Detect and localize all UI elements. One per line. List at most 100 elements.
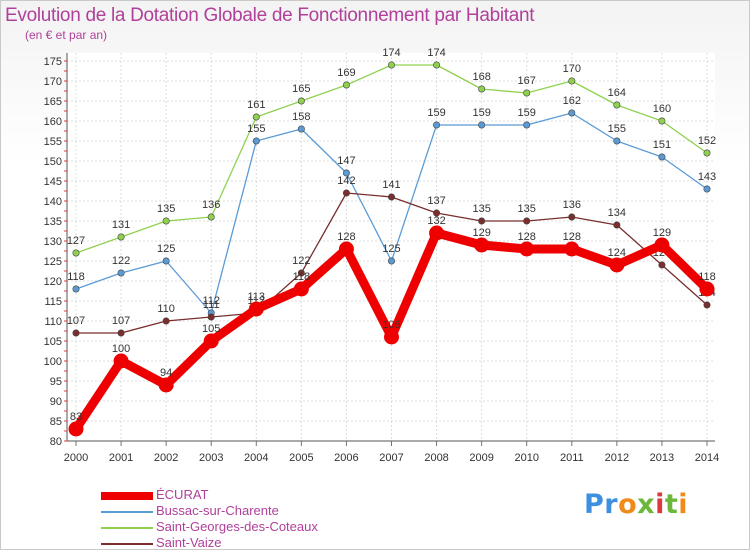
data-label-bussac: 159 (427, 107, 445, 119)
point-saint_georges (252, 113, 260, 121)
y-tick-label: 135 (44, 216, 62, 228)
legend-swatch-saint-georges (101, 527, 153, 529)
data-label-saint_vaize: 137 (427, 195, 445, 207)
x-tick-label: 2009 (469, 452, 493, 464)
data-label-ecurat: 105 (202, 323, 220, 335)
data-label-bussac: 122 (112, 255, 130, 267)
data-label-ecurat: 113 (248, 291, 266, 303)
y-tick-label: 145 (44, 176, 62, 188)
data-label-bussac: 159 (472, 107, 490, 119)
chart-subtitle: (en € et par an) (25, 28, 108, 42)
data-label-saint_georges: 174 (382, 47, 400, 59)
data-label-bussac: 125 (157, 243, 175, 255)
data-label-ecurat: 106 (382, 319, 400, 331)
point-saint_vaize (703, 301, 711, 309)
point-saint_vaize (478, 217, 486, 225)
point-saint_georges (342, 81, 350, 89)
point-bussac (478, 121, 486, 129)
data-label-ecurat: 124 (608, 247, 626, 259)
point-saint_georges (613, 101, 621, 109)
data-label-bussac: 162 (563, 95, 581, 107)
point-bussac (568, 109, 576, 117)
point-bussac (162, 257, 170, 265)
y-tick-label: 80 (50, 436, 62, 448)
data-label-saint_georges: 167 (518, 75, 536, 87)
x-tick-label: 2003 (199, 452, 223, 464)
data-label-bussac: 159 (518, 107, 536, 119)
data-label-ecurat: 129 (653, 227, 671, 239)
point-bussac (433, 121, 441, 129)
data-label-ecurat: 118 (698, 271, 716, 283)
legend-label-bussac: Bussac-sur-Charente (156, 503, 279, 518)
point-saint_georges (162, 217, 170, 225)
data-label-saint_vaize: 135 (518, 203, 536, 215)
data-label-saint_vaize: 122 (292, 255, 310, 267)
y-tick-label: 170 (44, 76, 62, 88)
point-bussac (252, 137, 260, 145)
point-bussac (658, 153, 666, 161)
legend-label-saint-georges: Saint-Georges-des-Coteaux (156, 519, 318, 534)
data-label-saint_vaize: 134 (608, 207, 626, 219)
data-label-bussac: 151 (653, 139, 671, 151)
point-saint_vaize (658, 261, 666, 269)
point-bussac (297, 125, 305, 133)
y-tick-label: 130 (44, 236, 62, 248)
point-saint_georges (523, 89, 531, 97)
point-ecurat (564, 241, 580, 257)
data-label-saint_georges: 168 (472, 71, 490, 83)
point-saint_georges (117, 233, 125, 241)
x-tick-label: 2011 (560, 452, 584, 464)
data-label-bussac: 155 (247, 123, 265, 135)
data-label-saint_vaize: 135 (472, 203, 490, 215)
x-tick-label: 2002 (154, 452, 178, 464)
data-label-ecurat: 100 (112, 343, 130, 355)
point-bussac (613, 137, 621, 145)
data-label-bussac: 112 (202, 295, 220, 307)
point-ecurat (158, 377, 174, 393)
point-ecurat (384, 329, 399, 345)
x-tick-label: 2013 (650, 452, 674, 464)
point-bussac (387, 257, 395, 265)
point-ecurat (113, 353, 129, 369)
data-label-saint_vaize: 136 (563, 199, 581, 211)
point-bussac (703, 185, 711, 193)
x-tick-label: 2004 (244, 452, 268, 464)
y-tick-label: 115 (44, 296, 62, 308)
legend-swatch-saint-vaize (101, 543, 153, 545)
y-tick-label: 120 (44, 276, 62, 288)
y-tick-label: 160 (44, 116, 62, 128)
data-label-saint_georges: 127 (67, 235, 85, 247)
point-saint_vaize (568, 213, 576, 221)
point-ecurat (293, 281, 309, 297)
x-tick-label: 2008 (424, 452, 448, 464)
data-label-ecurat: 128 (563, 231, 581, 243)
data-label-saint_vaize: 142 (337, 175, 355, 187)
point-bussac (523, 121, 531, 129)
data-label-bussac: 147 (337, 155, 355, 167)
data-label-saint_georges: 152 (698, 135, 716, 147)
data-label-saint_georges: 164 (608, 87, 626, 99)
data-label-saint_georges: 135 (157, 203, 175, 215)
data-label-saint_georges: 170 (563, 63, 581, 75)
point-ecurat (519, 241, 535, 257)
point-saint_vaize (433, 209, 441, 217)
point-ecurat (68, 421, 84, 437)
data-label-ecurat: 94 (160, 367, 172, 379)
point-saint_georges (72, 249, 80, 257)
data-label-ecurat: 128 (337, 231, 355, 243)
point-saint_georges (433, 61, 441, 69)
legend-label-saint-vaize: Saint-Vaize (156, 535, 222, 550)
point-saint_vaize (613, 221, 621, 229)
point-saint_vaize (387, 193, 395, 201)
chart-title: Evolution de la Dotation Globale de Fonc… (5, 5, 535, 26)
data-label-saint_vaize: 107 (112, 315, 130, 327)
point-saint_vaize (72, 329, 80, 337)
data-label-ecurat: 128 (518, 231, 536, 243)
point-bussac (342, 169, 350, 177)
data-label-saint_georges: 161 (247, 99, 265, 111)
data-label-bussac: 118 (67, 271, 85, 283)
point-saint_vaize (162, 317, 170, 325)
point-saint_georges (387, 61, 395, 69)
